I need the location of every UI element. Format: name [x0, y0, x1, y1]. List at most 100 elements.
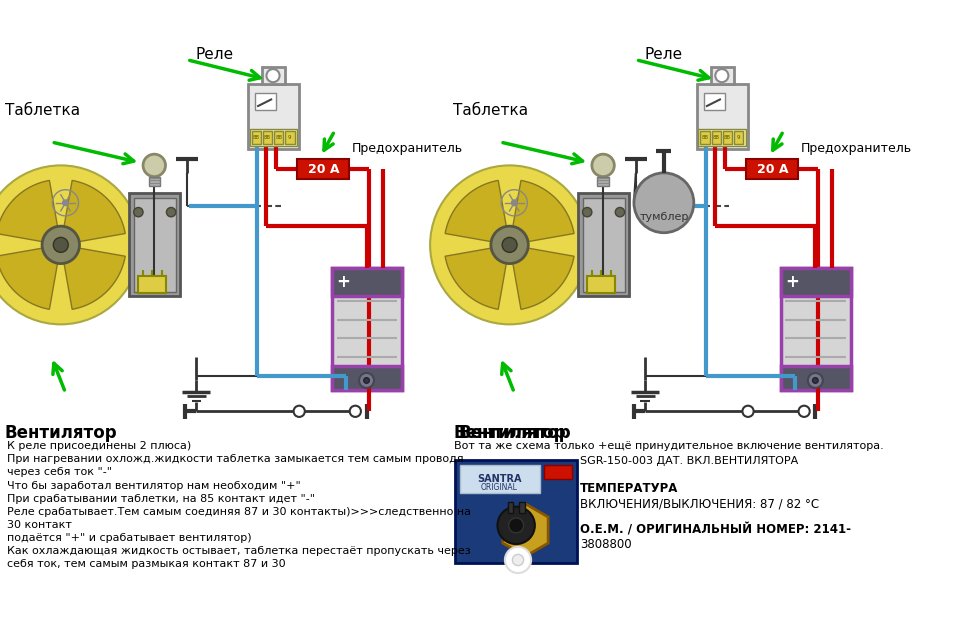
- Bar: [332, 367, 402, 390]
- Text: 88: 88: [264, 135, 271, 140]
- Bar: [746, 159, 798, 180]
- Bar: [138, 276, 166, 292]
- Circle shape: [512, 200, 517, 205]
- Circle shape: [583, 207, 592, 217]
- Bar: [332, 268, 402, 390]
- Bar: [711, 131, 721, 144]
- Circle shape: [509, 518, 523, 533]
- Bar: [149, 176, 160, 186]
- Wedge shape: [60, 180, 125, 245]
- Text: Вот та же схема только +ещё принудительное включение вентилятора.: Вот та же схема только +ещё принудительн…: [454, 441, 884, 451]
- Text: ORIGINAL: ORIGINAL: [481, 483, 517, 493]
- Bar: [298, 159, 348, 180]
- Circle shape: [742, 406, 754, 417]
- Text: себя ток, тем самым размыкая контакт 87 и 30: себя ток, тем самым размыкая контакт 87 …: [8, 559, 286, 569]
- Text: +: +: [785, 273, 799, 291]
- Circle shape: [133, 207, 143, 217]
- Text: Таблетка: Таблетка: [5, 103, 80, 118]
- Circle shape: [808, 373, 823, 388]
- Text: ТЕМПЕРАТУРА: ТЕМПЕРАТУРА: [580, 483, 678, 495]
- Circle shape: [491, 226, 528, 263]
- Text: Реле: Реле: [645, 47, 683, 62]
- Bar: [780, 268, 851, 296]
- Bar: [780, 367, 851, 390]
- Text: 88: 88: [712, 135, 720, 140]
- Bar: [701, 131, 709, 144]
- Bar: [544, 464, 572, 479]
- Circle shape: [502, 238, 517, 253]
- Circle shape: [62, 200, 68, 205]
- Bar: [697, 84, 748, 149]
- Wedge shape: [510, 245, 574, 309]
- Bar: [588, 276, 615, 292]
- Text: 20 А: 20 А: [756, 163, 788, 176]
- Bar: [263, 131, 272, 144]
- Text: SGR-150-003 ДАТ. ВКЛ.ВЕНТИЛЯТОРА: SGR-150-003 ДАТ. ВКЛ.ВЕНТИЛЯТОРА: [580, 456, 798, 466]
- Bar: [578, 193, 629, 296]
- Text: О.Е.М. / ОРИГИНАЛЬНЫЙ НОМЕР: 2141-: О.Е.М. / ОРИГИНАЛЬНЫЙ НОМЕР: 2141-: [580, 524, 851, 537]
- Text: Предохранитель: Предохранитель: [351, 142, 463, 155]
- Text: 88: 88: [252, 135, 260, 140]
- Bar: [710, 67, 734, 84]
- Text: Вентилятор: Вентилятор: [458, 425, 571, 442]
- Wedge shape: [510, 180, 574, 245]
- Bar: [704, 93, 725, 110]
- Circle shape: [812, 377, 818, 383]
- Circle shape: [799, 406, 809, 417]
- Text: Предохранитель: Предохранитель: [801, 142, 911, 155]
- Bar: [285, 131, 295, 144]
- Bar: [133, 198, 176, 292]
- Text: SANTRA: SANTRA: [477, 474, 521, 484]
- Circle shape: [615, 207, 625, 217]
- Text: 9: 9: [288, 135, 292, 140]
- Wedge shape: [445, 180, 510, 245]
- Circle shape: [54, 238, 68, 253]
- Circle shape: [0, 166, 140, 324]
- Bar: [332, 268, 402, 296]
- Bar: [583, 198, 625, 292]
- Circle shape: [513, 554, 523, 566]
- Text: 88: 88: [702, 135, 708, 140]
- Text: При нагревании охложд.жидкости таблетка замыкается тем самым проводя: При нагревании охложд.жидкости таблетка …: [8, 454, 464, 464]
- Text: 3808800: 3808800: [580, 539, 632, 551]
- Text: 9: 9: [737, 135, 740, 140]
- Bar: [248, 84, 300, 149]
- Circle shape: [505, 547, 531, 573]
- Text: Вентилятор: Вентилятор: [453, 425, 566, 442]
- Circle shape: [634, 173, 694, 232]
- Wedge shape: [0, 180, 60, 245]
- Bar: [255, 93, 276, 110]
- Text: Реле: Реле: [196, 47, 234, 62]
- Circle shape: [42, 226, 80, 263]
- Bar: [274, 131, 283, 144]
- Circle shape: [715, 69, 729, 82]
- Circle shape: [294, 406, 305, 417]
- Circle shape: [592, 154, 614, 176]
- Text: К реле присоединены 2 плюса): К реле присоединены 2 плюса): [8, 441, 192, 451]
- Text: 30 контакт: 30 контакт: [8, 520, 72, 530]
- Text: 88: 88: [276, 135, 282, 140]
- Circle shape: [143, 154, 165, 176]
- Polygon shape: [503, 504, 548, 556]
- Text: 20 А: 20 А: [308, 163, 339, 176]
- Bar: [250, 129, 298, 146]
- Text: Таблетка: Таблетка: [453, 103, 529, 118]
- Text: 88: 88: [724, 135, 731, 140]
- Text: через себя ток "-": через себя ток "-": [8, 467, 112, 478]
- Wedge shape: [445, 245, 510, 309]
- Text: Как охлаждающая жидкость остывает, таблетка перестаёт пропускать через: Как охлаждающая жидкость остывает, табле…: [8, 546, 471, 556]
- Bar: [723, 131, 732, 144]
- Text: +: +: [336, 273, 350, 291]
- Bar: [508, 502, 514, 513]
- Circle shape: [430, 166, 589, 324]
- Bar: [699, 129, 746, 146]
- Circle shape: [359, 373, 374, 388]
- Bar: [262, 67, 285, 84]
- Bar: [734, 131, 743, 144]
- Text: Что бы заработал вентилятор нам необходим "+": Что бы заработал вентилятор нам необходи…: [8, 481, 301, 491]
- Circle shape: [497, 507, 535, 544]
- Text: подаётся "+" и срабатывает вентилятор): подаётся "+" и срабатывает вентилятор): [8, 533, 252, 543]
- Wedge shape: [60, 245, 125, 309]
- Bar: [455, 460, 577, 563]
- Circle shape: [267, 69, 279, 82]
